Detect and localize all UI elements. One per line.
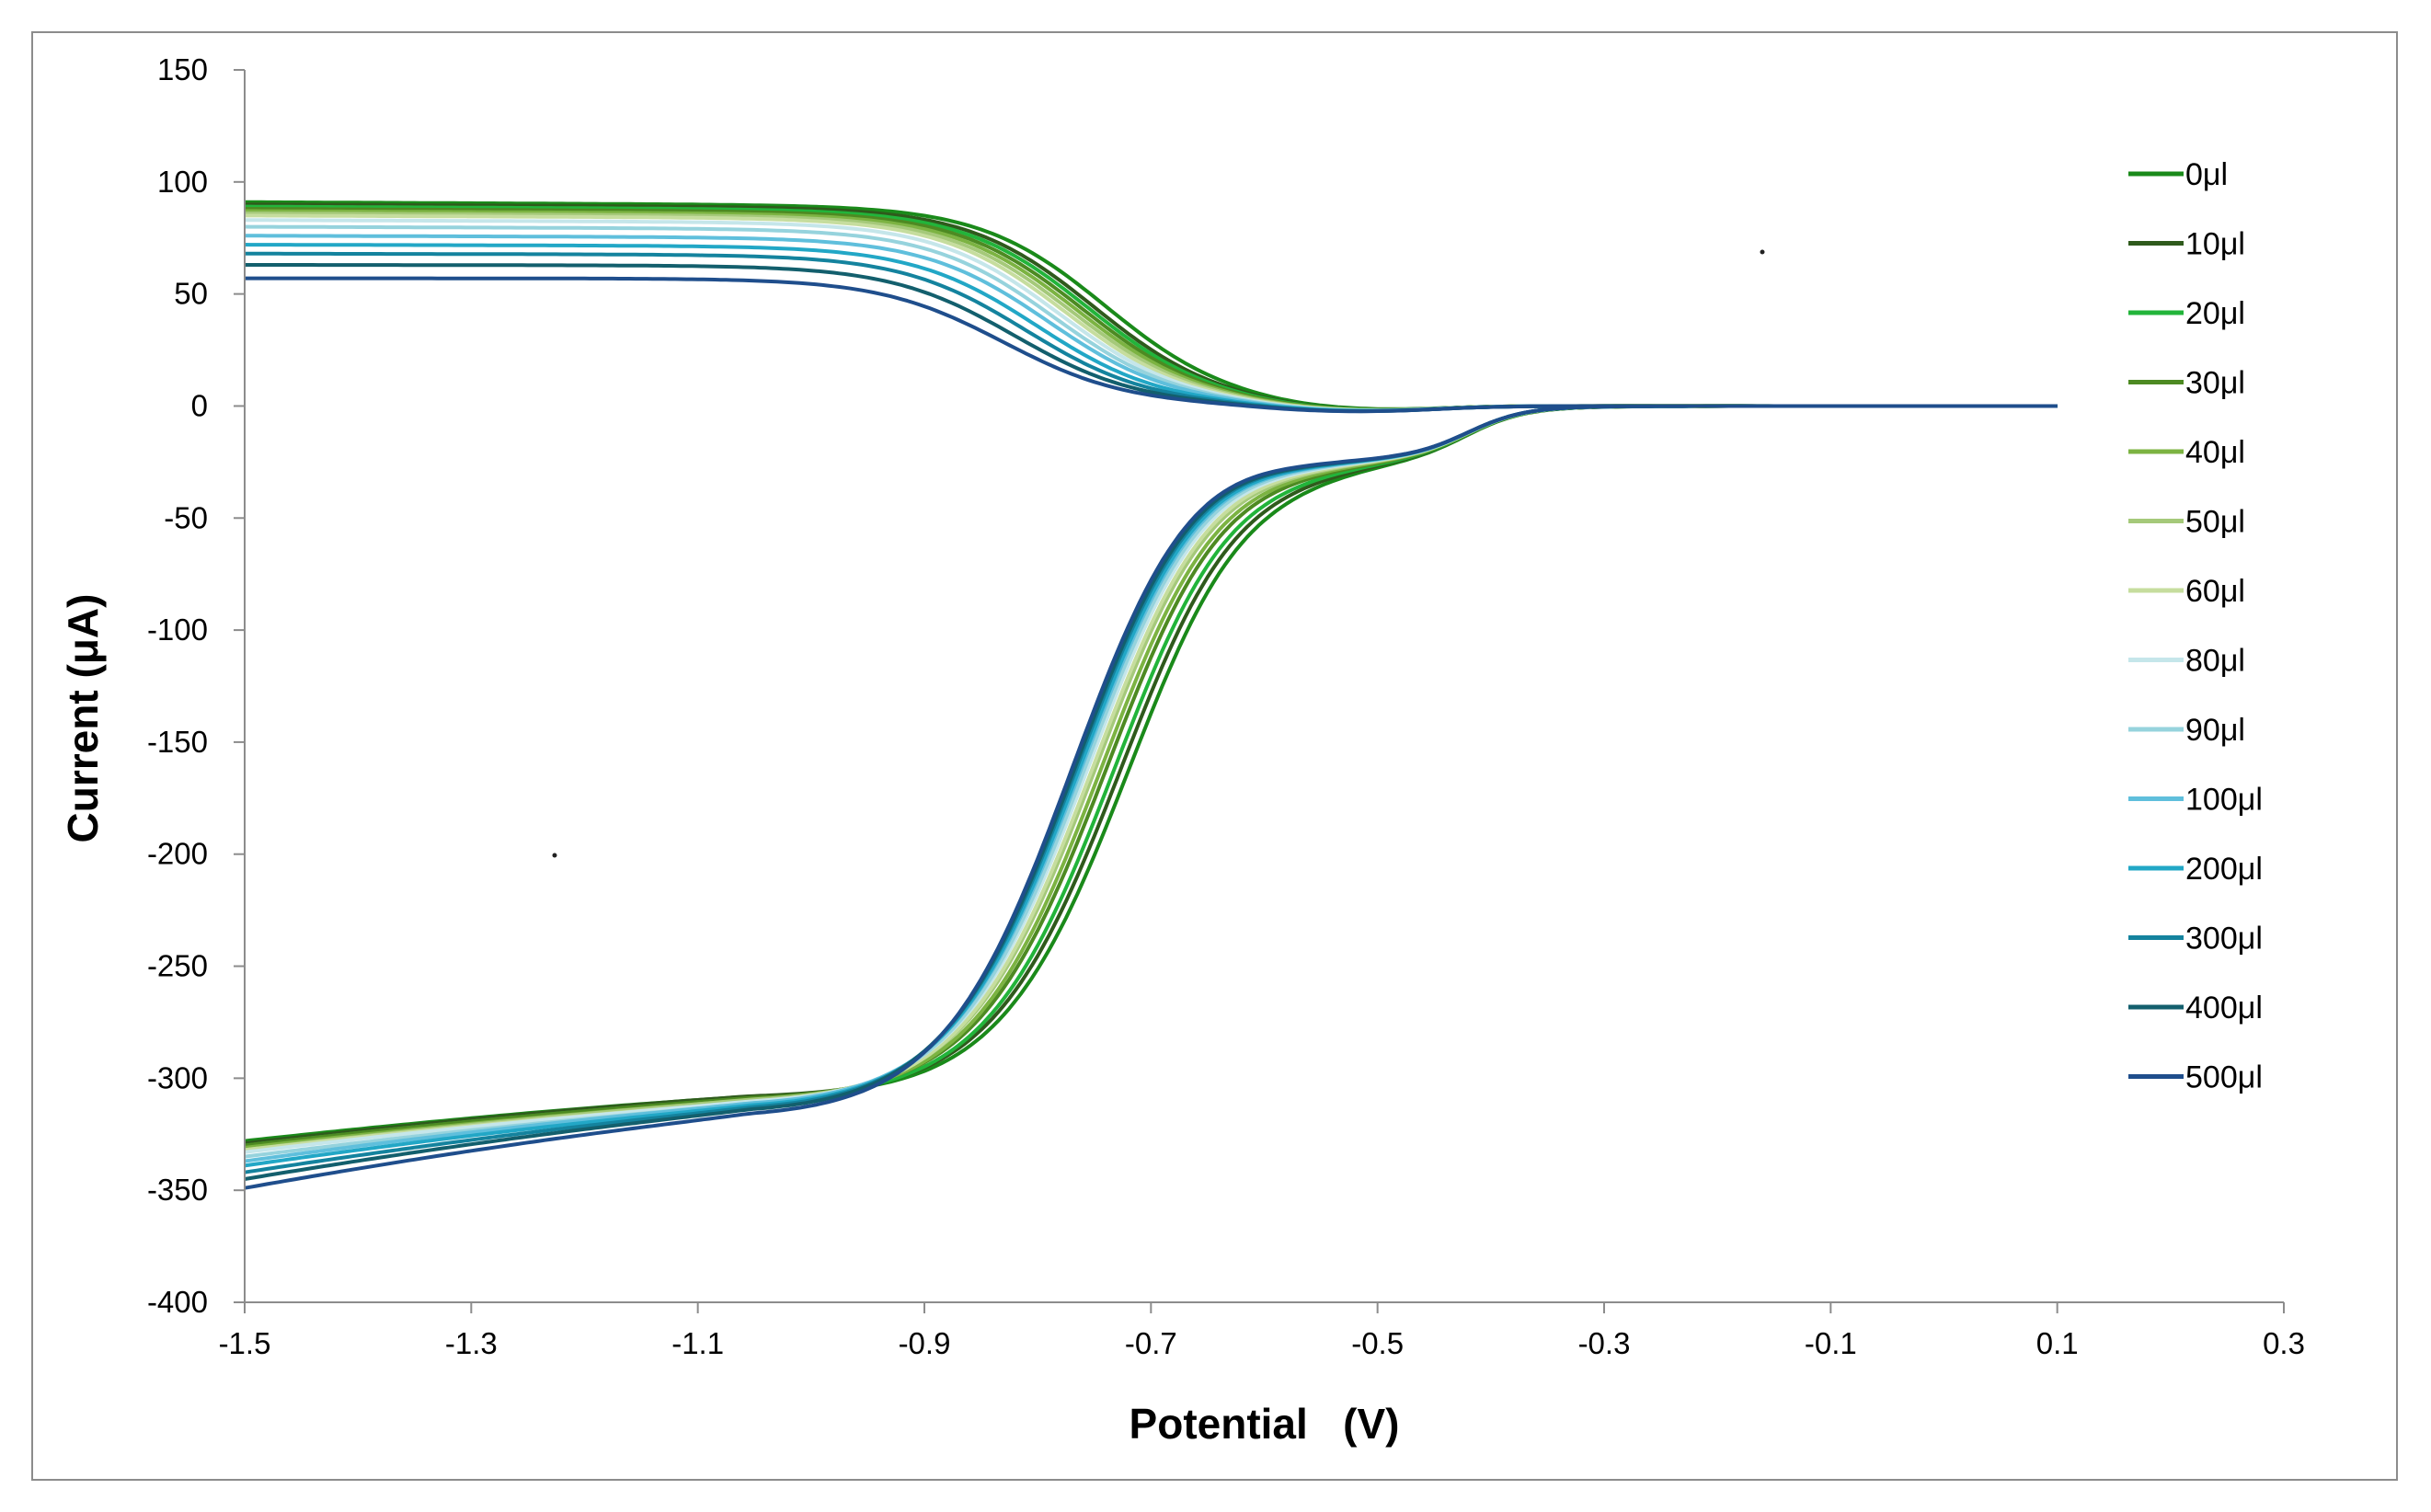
x-tick-label: -1.1 [671,1326,724,1360]
y-axis-title: Current (μA) [59,594,107,843]
series-line-anodic [244,218,2058,413]
legend-label: 40μl [2185,435,2245,470]
y-tick-label: -350 [147,1173,208,1207]
series-line-cathodic [244,404,2058,1143]
y-tick-label: -200 [147,837,208,871]
series-line-cathodic [244,404,2058,1154]
x-tick-label: -1.5 [219,1326,271,1360]
series-line-cathodic [244,404,2058,1148]
y-tick-label: -300 [147,1060,208,1094]
x-tick-label: -0.9 [899,1326,951,1360]
x-axis-title: Potential (V) [1129,1400,1400,1448]
y-tick-label: -250 [147,949,208,983]
y-tick-label: -100 [147,613,208,647]
axes: 150 100 50 0 -50 -100 -150 -200 -250 -300 -350 -400… [147,52,2305,1360]
y-tick-label: -50 [164,500,208,534]
x-tick-label: -0.1 [1805,1326,1857,1360]
series-line-cathodic [244,404,2058,1150]
stray-dot [1760,249,1765,255]
y-tick-label: -150 [147,725,208,759]
series-line-cathodic [244,404,2058,1174]
x-tick-label: -0.7 [1125,1326,1177,1360]
legend-label: 20μl [2185,296,2245,331]
legend: 0μl 10μl 20μl 30μl 40μl 50μl 60μl 80μl 90μl 100μl… [2128,157,2263,1095]
legend-label: 30μl [2185,366,2245,401]
series-line-cathodic [244,404,2058,1168]
legend-label: 0μl [2185,157,2228,192]
x-tick-label: -0.3 [1578,1326,1631,1360]
legend-label: 10μl [2185,227,2245,262]
series-line-cathodic [244,404,2058,1163]
series-line-cathodic [244,404,2058,1152]
y-tick-label: 0 [191,388,208,422]
plot-curves [244,200,2058,1190]
legend-label: 500μl [2185,1060,2263,1095]
x-tick-label: -0.5 [1351,1326,1404,1360]
legend-label: 400μl [2185,991,2263,1025]
series-line-anodic [244,243,2058,413]
legend-label: 50μl [2185,505,2245,540]
y-tick-label: 150 [157,52,208,86]
legend-label: 60μl [2185,574,2245,609]
chart-frame: 150 100 50 0 -50 -100 -150 -200 -250 -300 -350 -400… [31,31,2398,1481]
cv-chart: 150 100 50 0 -50 -100 -150 -200 -250 -300 -350 -400… [59,52,2305,1448]
series-line-cathodic [244,404,2058,1181]
series-line-cathodic [244,404,2058,1190]
y-tick-label: -400 [147,1285,208,1319]
x-tick-label: 0.3 [2263,1326,2305,1360]
legend-label: 200μl [2185,852,2263,887]
series-line-cathodic [244,404,2058,1148]
x-tick-label: 0.1 [2036,1326,2079,1360]
y-tick-label: 100 [157,165,208,199]
stray-dot [552,853,557,858]
series-line-cathodic [244,404,2058,1152]
series-line-cathodic [244,404,2058,1145]
series-line-cathodic [244,404,2058,1159]
legend-label: 90μl [2185,713,2245,748]
x-tick-label: -1.3 [445,1326,498,1360]
y-tick-label: 50 [174,277,208,311]
legend-label: 300μl [2185,922,2263,956]
legend-label: 80μl [2185,644,2245,679]
legend-label: 100μl [2185,783,2263,818]
